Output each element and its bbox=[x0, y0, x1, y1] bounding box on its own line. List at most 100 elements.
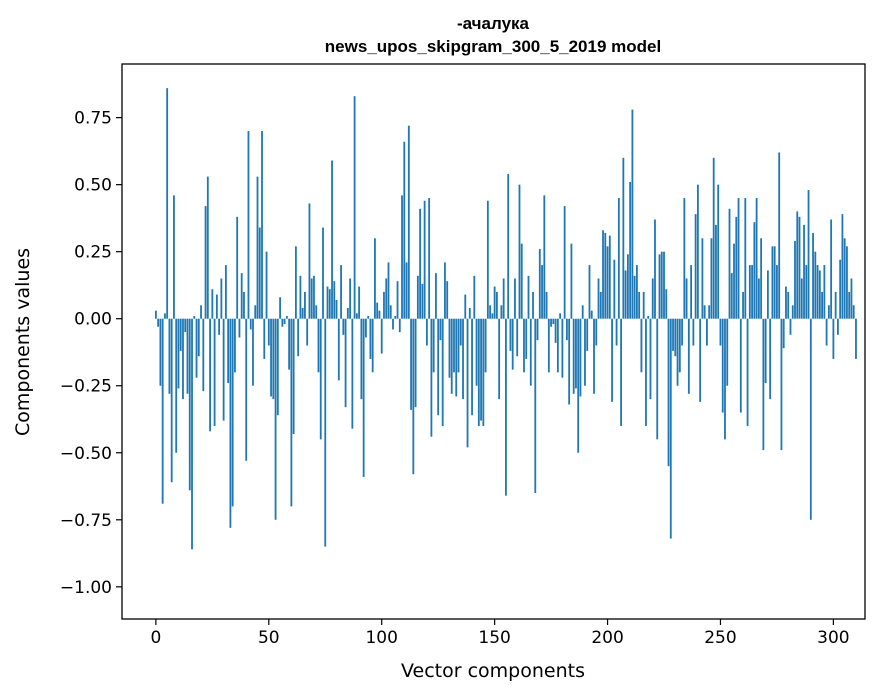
y-tick-label: −0.75 bbox=[60, 511, 112, 531]
bar-component-39 bbox=[243, 291, 245, 319]
bar-component-68 bbox=[308, 203, 311, 319]
bar-component-10 bbox=[177, 318, 180, 389]
bar-component-139 bbox=[468, 307, 471, 319]
bar-component-103 bbox=[387, 262, 390, 319]
bar-component-196 bbox=[597, 278, 600, 319]
bar-component-274 bbox=[773, 246, 776, 319]
bar-component-218 bbox=[647, 316, 650, 319]
bar-component-164 bbox=[525, 318, 528, 359]
bar-component-241 bbox=[699, 318, 702, 402]
bar-component-294 bbox=[818, 270, 821, 319]
bar-component-291 bbox=[812, 232, 814, 319]
y-tick-label: −0.25 bbox=[60, 377, 112, 397]
bar-component-249 bbox=[717, 184, 720, 319]
bar-component-263 bbox=[748, 265, 751, 319]
bar-component-145 bbox=[482, 318, 485, 426]
bar-component-158 bbox=[511, 318, 514, 370]
bar-component-310 bbox=[855, 318, 857, 359]
bar-component-42 bbox=[249, 318, 252, 330]
bar-component-281 bbox=[789, 318, 792, 335]
bar-component-12 bbox=[182, 318, 184, 400]
bar-component-34 bbox=[231, 318, 234, 507]
bar-component-264 bbox=[751, 265, 753, 319]
bar-component-32 bbox=[227, 318, 230, 384]
bar-component-198 bbox=[602, 230, 604, 319]
bar-component-126 bbox=[439, 318, 442, 341]
bar-component-45 bbox=[256, 176, 259, 319]
bar-component-142 bbox=[475, 318, 478, 386]
bar-component-192 bbox=[588, 265, 591, 319]
bar-component-221 bbox=[654, 219, 656, 319]
bar-component-61 bbox=[292, 318, 295, 434]
bar-component-100 bbox=[380, 318, 383, 354]
bar-component-40 bbox=[245, 318, 248, 461]
bar-component-246 bbox=[710, 238, 713, 319]
bar-component-238 bbox=[692, 318, 695, 346]
bar-component-69 bbox=[310, 278, 313, 319]
bar-component-284 bbox=[796, 211, 799, 319]
bar-component-195 bbox=[595, 318, 598, 346]
x-tick-label: 50 bbox=[258, 628, 280, 648]
bar-component-255 bbox=[730, 273, 733, 319]
chart-title: -ачалука bbox=[457, 14, 530, 33]
bar-component-146 bbox=[484, 318, 487, 373]
bar-component-86 bbox=[349, 278, 351, 319]
bar-component-299 bbox=[830, 219, 833, 319]
x-tick-label: 0 bbox=[150, 628, 161, 648]
bar-component-58 bbox=[285, 316, 288, 319]
bar-component-239 bbox=[694, 214, 697, 319]
bar-component-110 bbox=[403, 141, 406, 319]
x-tick-label: 300 bbox=[817, 628, 849, 648]
x-tick-label: 250 bbox=[704, 628, 736, 648]
bar-component-152 bbox=[498, 318, 501, 400]
bar-component-43 bbox=[252, 318, 254, 386]
bar-component-234 bbox=[683, 198, 686, 319]
bar-component-268 bbox=[760, 238, 763, 319]
bar-component-2 bbox=[159, 318, 162, 386]
bar-component-277 bbox=[780, 318, 783, 451]
bar-component-219 bbox=[649, 318, 652, 400]
bar-component-257 bbox=[735, 216, 738, 319]
bar-component-304 bbox=[841, 214, 844, 319]
y-tick-label: 0.50 bbox=[74, 176, 112, 196]
bar-component-254 bbox=[728, 208, 731, 319]
bar-component-235 bbox=[685, 278, 688, 319]
bar-component-181 bbox=[563, 206, 566, 319]
bar-component-176 bbox=[552, 318, 555, 325]
bar-component-165 bbox=[527, 275, 530, 319]
bar-component-64 bbox=[299, 275, 302, 319]
bar-component-286 bbox=[800, 278, 803, 319]
bar-component-237 bbox=[690, 265, 693, 319]
bar-component-52 bbox=[272, 318, 275, 400]
bar-component-60 bbox=[290, 318, 293, 507]
bar-component-205 bbox=[617, 198, 620, 319]
bar-component-172 bbox=[543, 195, 546, 319]
bar-component-3 bbox=[161, 318, 164, 504]
bar-component-19 bbox=[197, 318, 200, 357]
bar-component-92 bbox=[362, 318, 365, 477]
bar-component-193 bbox=[590, 310, 593, 319]
bar-component-138 bbox=[466, 318, 469, 448]
bar-component-252 bbox=[724, 318, 726, 440]
bar-component-156 bbox=[507, 173, 510, 319]
bar-component-150 bbox=[493, 286, 496, 319]
bar-component-180 bbox=[561, 318, 564, 378]
bar-component-133 bbox=[455, 318, 458, 397]
bar-component-105 bbox=[392, 318, 394, 330]
bar-component-203 bbox=[613, 259, 616, 319]
bar-component-307 bbox=[848, 291, 851, 319]
bar-component-148 bbox=[489, 305, 492, 319]
bar-component-118 bbox=[421, 283, 424, 319]
bar-component-223 bbox=[658, 254, 661, 319]
bar-component-185 bbox=[572, 318, 575, 394]
bar-component-297 bbox=[825, 318, 828, 346]
bar-component-127 bbox=[441, 318, 444, 426]
bar-component-47 bbox=[261, 131, 263, 319]
bar-component-248 bbox=[715, 224, 717, 319]
bar-component-169 bbox=[536, 318, 539, 341]
bar-component-214 bbox=[638, 291, 641, 319]
x-axis-ticks: 0 50 100 150 200 250 300 bbox=[150, 619, 850, 648]
bar-series bbox=[154, 88, 857, 550]
bar-component-65 bbox=[301, 307, 304, 319]
bar-component-44 bbox=[254, 305, 257, 319]
